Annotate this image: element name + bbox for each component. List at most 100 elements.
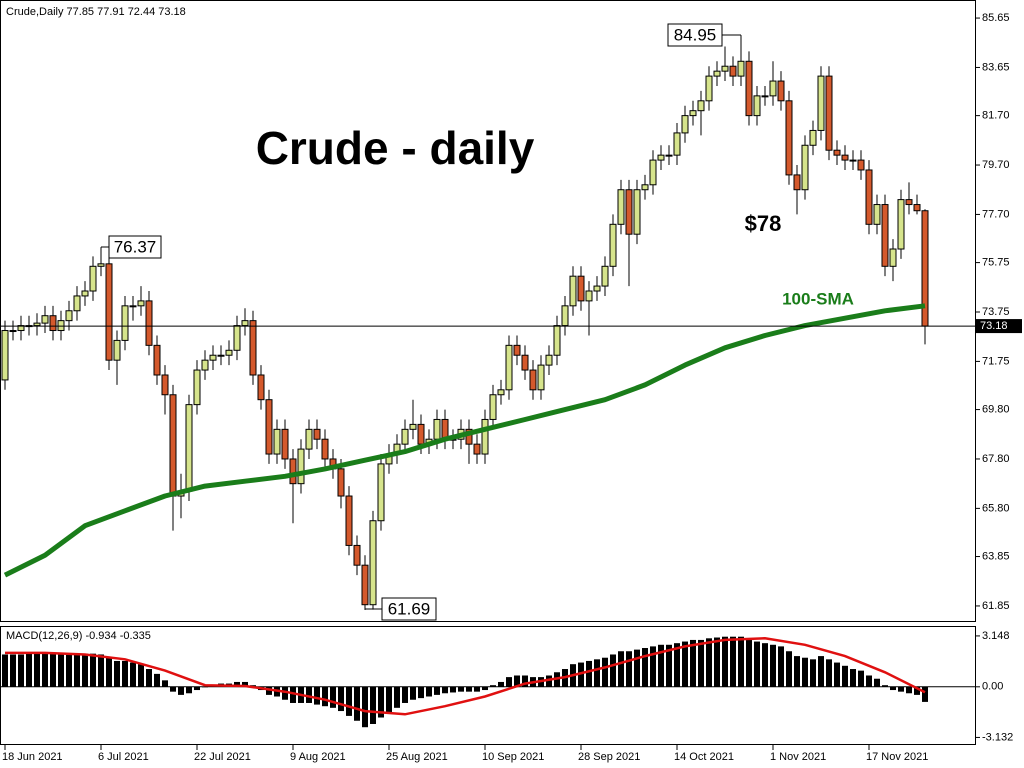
macd-bar <box>18 654 24 687</box>
macd-bar <box>706 638 712 687</box>
macd-y-tick-label: 3.148 <box>982 630 1010 642</box>
y-tick-label: 65.80 <box>982 502 1010 514</box>
candle-body <box>297 448 305 485</box>
candle-body <box>465 428 473 445</box>
candle-body <box>649 159 657 186</box>
candle-body <box>809 129 817 146</box>
macd-bar <box>506 677 512 687</box>
macd-header: MACD(12,26,9) -0.934 -0.335 <box>6 630 151 642</box>
candle-body <box>705 75 713 102</box>
candle-body <box>145 300 153 346</box>
candle-body <box>617 189 625 225</box>
macd-bar <box>698 639 704 687</box>
macd-bar <box>546 675 552 687</box>
candle-body <box>81 290 89 297</box>
macd-bar <box>906 686 912 694</box>
macd-bar <box>922 686 928 702</box>
macd-bar <box>914 686 920 695</box>
candle-body <box>777 80 785 102</box>
candle-body <box>657 154 665 161</box>
price-annotation: $78 <box>745 211 782 236</box>
macd-bar <box>658 644 664 687</box>
candle-body <box>137 300 145 307</box>
candle-body <box>217 354 225 357</box>
candle-body <box>817 75 825 131</box>
candle-body <box>921 210 929 327</box>
macd-bar <box>234 681 240 687</box>
macd-bar <box>266 686 272 695</box>
macd-bar <box>202 686 208 688</box>
chart-title: Crude - daily <box>256 122 535 174</box>
macd-bar <box>754 641 760 687</box>
candle-body <box>97 263 105 267</box>
macd-bar <box>58 653 64 687</box>
candle-body <box>241 320 249 327</box>
candle-body <box>753 95 761 117</box>
candle-body <box>65 310 73 322</box>
x-tick-label: 28 Sep 2021 <box>578 751 640 763</box>
candle-body <box>913 204 921 212</box>
candle-body <box>729 65 737 77</box>
macd-bar <box>882 685 888 687</box>
candle-body <box>513 344 521 356</box>
macd-bar <box>578 662 584 687</box>
macd-bar <box>858 670 864 687</box>
y-tick-label: 73.75 <box>982 306 1010 318</box>
candle-body <box>161 374 169 396</box>
candle-body <box>73 295 81 312</box>
macd-bar <box>402 686 408 703</box>
candle-body <box>905 199 913 206</box>
candle-body <box>561 305 569 327</box>
macd-bar <box>674 643 680 687</box>
candle-body <box>505 344 513 391</box>
macd-bar <box>826 659 832 687</box>
callout-box <box>108 235 162 259</box>
candle-body <box>721 65 729 72</box>
candle-body <box>369 520 377 606</box>
candle-body <box>833 149 841 156</box>
candle-body <box>193 369 201 406</box>
callout-box <box>667 23 723 47</box>
macd-bar <box>346 686 352 716</box>
macd-y-tick-label: 0.00 <box>982 681 1003 693</box>
macd-bar <box>418 686 424 699</box>
macd-bar <box>514 675 520 687</box>
candle-body <box>889 248 897 267</box>
macd-bar <box>338 686 344 712</box>
candle-body <box>681 115 689 134</box>
candle-body <box>865 169 873 225</box>
macd-bar <box>722 636 728 687</box>
candle-body <box>289 458 297 485</box>
macd-bar <box>314 686 320 705</box>
macd-bar <box>650 646 656 687</box>
macd-bar <box>130 662 136 687</box>
macd-bar <box>834 662 840 687</box>
candle-body <box>353 544 361 566</box>
macd-bar <box>34 653 40 687</box>
candle-body <box>225 349 233 356</box>
candle-body <box>761 95 769 98</box>
macd-bar <box>818 656 824 687</box>
macd-bar <box>146 669 152 687</box>
candle-body <box>801 144 809 191</box>
candle-body <box>257 374 265 401</box>
candle-body <box>89 265 97 292</box>
macd-bar <box>394 686 400 708</box>
x-tick-label: 14 Oct 2021 <box>674 751 734 763</box>
candle-body <box>129 305 137 308</box>
macd-signal-line <box>5 637 926 716</box>
candle-body <box>41 315 49 324</box>
macd-bar <box>410 686 416 700</box>
macd-bar <box>426 686 432 697</box>
candle-body <box>209 354 217 361</box>
macd-bar <box>178 686 184 695</box>
macd-bar <box>450 686 456 693</box>
macd-bar <box>482 686 488 691</box>
sma-line <box>3 303 926 578</box>
candle-body <box>473 443 481 455</box>
candle-body <box>377 463 385 522</box>
candle-body <box>881 204 889 267</box>
candle-body <box>849 159 857 162</box>
candle-body <box>553 325 561 356</box>
macd-bar <box>74 653 80 687</box>
